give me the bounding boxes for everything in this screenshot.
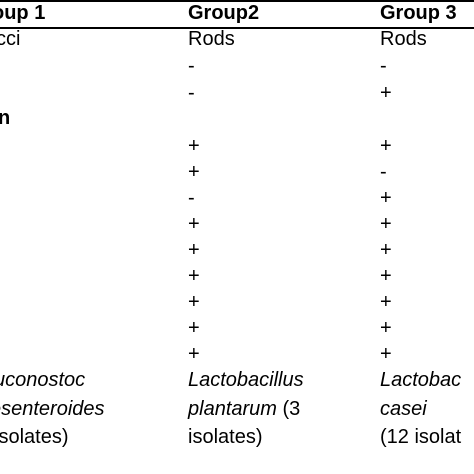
- species-group2-line1: Lactobacillus: [188, 369, 304, 391]
- cell-group2-row8: +: [188, 213, 200, 235]
- cell-group2-row11: +: [188, 291, 200, 313]
- cell-group3-row12: +: [380, 317, 392, 339]
- section-heading: n: [0, 107, 11, 129]
- species-group1-line3: isolates): [0, 426, 69, 448]
- cell-group3-row3: +: [380, 82, 392, 104]
- cell-group2-row6: +: [188, 161, 200, 183]
- cell-group3-row11: +: [380, 291, 392, 313]
- cell-group3-shape: Rods: [380, 28, 427, 50]
- cell-group3-row9: +: [380, 239, 392, 261]
- cell-group2-row10: +: [188, 265, 200, 287]
- species-group1-line1: uconostoc: [0, 369, 86, 391]
- cell-group3-row8: +: [380, 213, 392, 235]
- species-group2-line2: plantarum (3: [188, 397, 300, 421]
- header-group1: oup 1: [0, 2, 46, 24]
- table-top-rule: [0, 0, 474, 2]
- cell-group2-row7: -: [188, 187, 195, 209]
- species-group2-count: (3: [276, 398, 301, 420]
- cell-group2-row5: +: [188, 135, 200, 157]
- cell-group3-row13: +: [380, 343, 392, 365]
- header-group3: Group 3: [380, 2, 457, 24]
- cell-group2-row2: -: [188, 55, 195, 77]
- species-group3-line2: casei: [380, 398, 427, 420]
- cell-group3-row10: +: [380, 265, 392, 287]
- cell-group1-shape: cci: [0, 28, 21, 50]
- cell-group2-row12: +: [188, 317, 200, 339]
- cell-group3-row2: -: [380, 55, 387, 77]
- header-rule: [0, 27, 474, 29]
- cell-group2-shape: Rods: [188, 28, 235, 50]
- cell-group2-row13: +: [188, 343, 200, 365]
- header-group2: Group2: [188, 2, 260, 24]
- species-group2-epithet: plantarum: [188, 398, 277, 420]
- cell-group3-row7: +: [380, 187, 392, 209]
- species-group3-line1: Lactobac: [380, 369, 462, 391]
- cell-group3-row6: -: [380, 161, 387, 183]
- cell-group3-row5: +: [380, 135, 392, 157]
- species-group1-line2: esenteroides: [0, 398, 105, 420]
- cell-group2-row3: -: [188, 82, 195, 104]
- species-group3-line3: (12 isolat: [380, 426, 462, 448]
- cell-group2-row9: +: [188, 239, 200, 261]
- species-group2-line3: isolates): [188, 426, 263, 448]
